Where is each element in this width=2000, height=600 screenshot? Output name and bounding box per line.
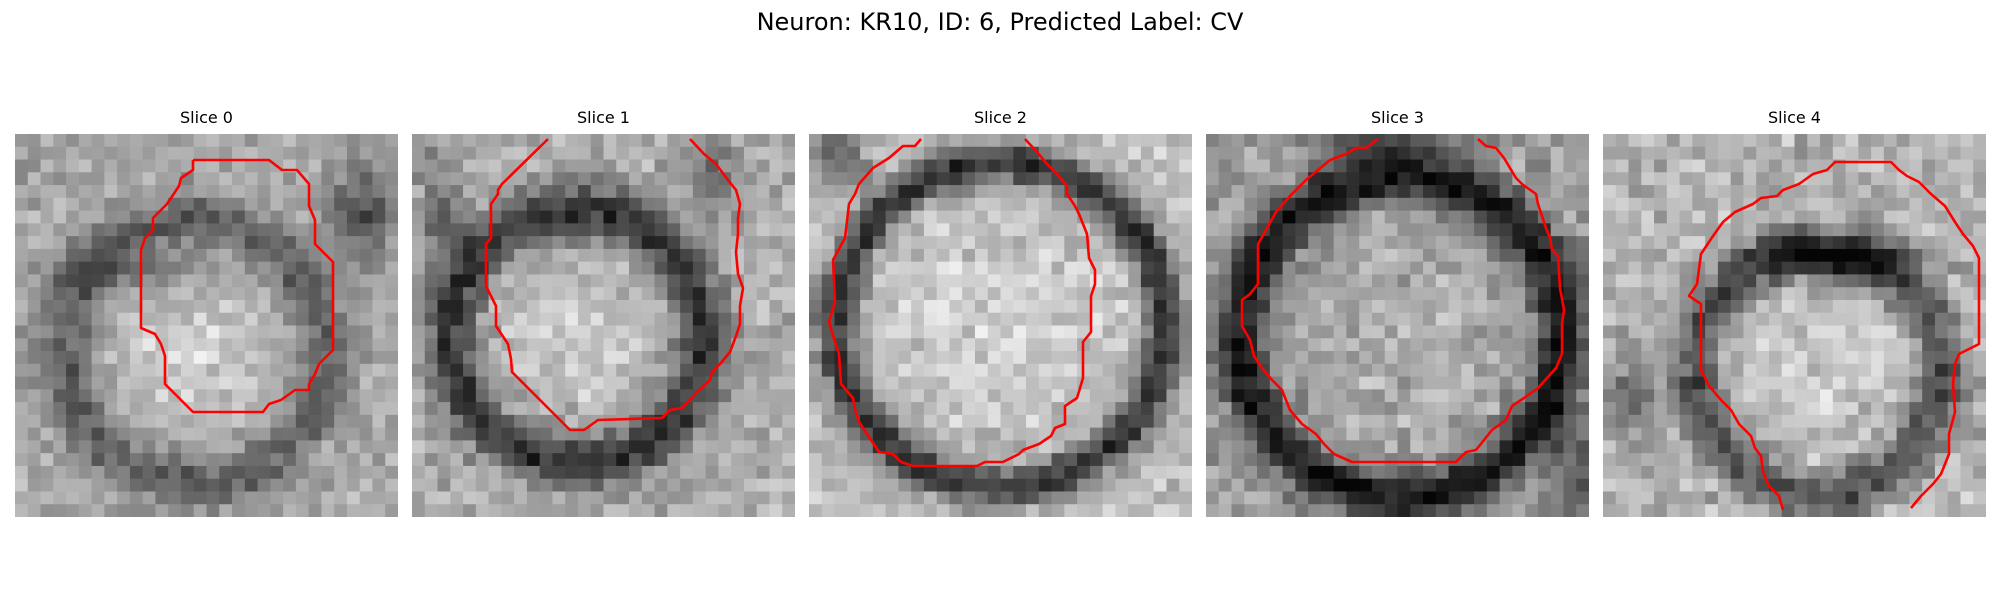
slice-title-4: Slice 4: [1768, 108, 1821, 127]
slice-pixels: [1206, 134, 1589, 517]
slice-image-2: [809, 134, 1192, 517]
slice-title-0: Slice 0: [180, 108, 233, 127]
segmentation-contour: [139, 158, 335, 414]
segmentation-contour: [1687, 160, 1981, 511]
segmentation-contour: [827, 138, 1097, 468]
slice-image-4: [1603, 134, 1986, 517]
segmentation-contour: [484, 138, 745, 432]
slice-image-1: [412, 134, 795, 517]
slice-image-0: [15, 134, 398, 517]
slice-pixels: [809, 134, 1192, 517]
slice-title-2: Slice 2: [974, 108, 1027, 127]
slice-image-3: [1206, 134, 1589, 517]
slice-pixels: [15, 134, 398, 517]
slice-title-3: Slice 3: [1371, 108, 1424, 127]
figure-title: Neuron: KR10, ID: 6, Predicted Label: CV: [756, 8, 1244, 36]
slice-title-1: Slice 1: [577, 108, 630, 127]
segmentation-contour: [1240, 137, 1566, 464]
slice-pixels: [412, 134, 795, 517]
slice-pixels: [1603, 134, 1986, 517]
